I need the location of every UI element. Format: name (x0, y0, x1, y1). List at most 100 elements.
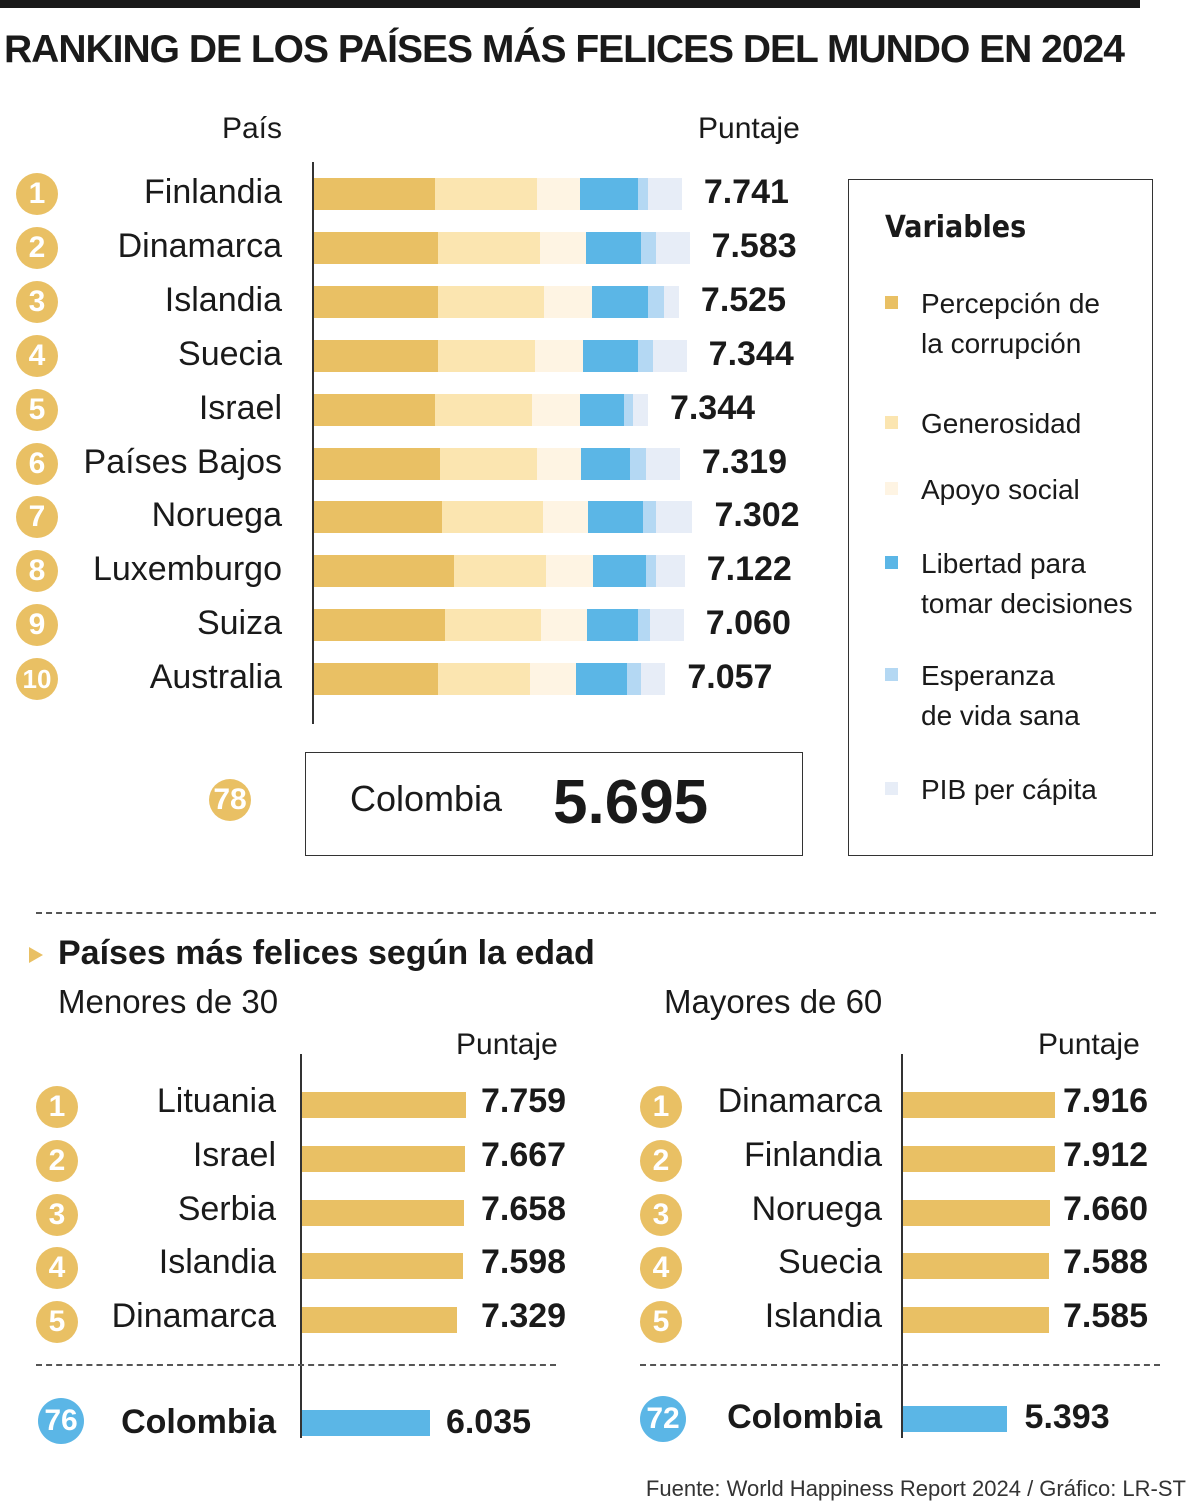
age-score-label: 7.598 (481, 1243, 567, 1282)
country-label: Dinamarca (117, 226, 282, 265)
bar-segment-1 (314, 285, 438, 318)
bar-segment-4 (583, 339, 639, 372)
stacked-bar (314, 447, 680, 480)
stacked-bar (314, 231, 690, 264)
country-label: Suiza (196, 604, 282, 643)
age-bar (903, 1307, 1049, 1334)
legend-label: Libertad para tomar decisiones (921, 548, 1133, 619)
stacked-bar (314, 663, 666, 696)
bar-segment-2 (441, 501, 544, 534)
colombia-label: Colombia (350, 778, 503, 819)
bar-segment-3 (536, 447, 582, 480)
age-bar (302, 1307, 458, 1334)
bar-segment-6 (652, 339, 687, 372)
bar-segment-3 (544, 285, 592, 318)
bar-segment-4 (576, 663, 627, 696)
legend-swatch (885, 482, 898, 495)
bar-segment-5 (626, 663, 642, 696)
colombia-rank-badge: 78 (209, 779, 251, 821)
age-score-label: 7.916 (1063, 1082, 1149, 1120)
legend-title: Variables (885, 210, 1027, 245)
age-score-label: 7.658 (481, 1189, 567, 1228)
bar-segment-6 (641, 663, 666, 696)
bar-segment-3 (529, 663, 577, 696)
legend-swatch (885, 782, 898, 795)
bar-segment-3 (534, 339, 584, 372)
rank-badge: 8 (16, 550, 58, 593)
bar-segment-2 (435, 393, 532, 426)
triangle-bullet-icon (29, 947, 43, 963)
age-rank-badge: 3 (640, 1193, 682, 1236)
under30-colombia-score: 6.035 (445, 1403, 532, 1441)
under30-colombia-label: Colombia (121, 1403, 276, 1441)
bar-segment-3 (536, 178, 581, 210)
bar-segment-6 (647, 178, 682, 210)
age-bar (903, 1253, 1049, 1280)
age-country-label: Israel (192, 1135, 276, 1174)
legend-swatch (885, 668, 898, 681)
stacked-bar (314, 285, 679, 318)
legend-label: Esperanza de vida sana (921, 660, 1080, 731)
bar-segment-5 (623, 393, 634, 426)
bar-segment-5 (629, 447, 647, 480)
bar-segment-2 (437, 285, 545, 318)
bar-segment-5 (646, 555, 656, 588)
age-bar (903, 1092, 1055, 1118)
bar-segment-2 (444, 609, 542, 642)
rank-badge: 4 (16, 334, 58, 377)
rank-badge: 9 (16, 604, 58, 647)
legend-box: Variables Percepción de la corrupción Gen… (848, 179, 1153, 856)
top-rule (0, 0, 1140, 8)
rank-badge: 1 (16, 173, 58, 215)
age-country-label: Lituania (156, 1082, 276, 1120)
age-bar (302, 1145, 465, 1172)
legend-swatch (885, 556, 898, 569)
legend-label: Generosidad (921, 408, 1082, 439)
age-rank-badge: 2 (640, 1139, 682, 1182)
bar-segment-3 (539, 231, 586, 264)
legend-swatch (885, 296, 898, 309)
bar-segment-1 (314, 663, 438, 696)
under30-divider (36, 1364, 556, 1366)
age-rank-badge: 5 (640, 1301, 682, 1344)
age-rank-badge: 1 (36, 1086, 78, 1128)
rank-badge: 3 (16, 280, 58, 323)
under30-title: Menores de 30 (58, 983, 279, 1020)
score-label: 7.741 (703, 173, 789, 211)
bar-segment-4 (591, 285, 648, 318)
over60-chart: 1 Dinamarca 7.916 2 Finlandia 7.912 3 Noruega 7.… (640, 1082, 1149, 1344)
age-bar (903, 1145, 1055, 1172)
bar-segment-6 (655, 555, 685, 588)
legend-label: Apoyo social (921, 474, 1080, 505)
over60-axis (901, 1054, 903, 1438)
age-score-label: 7.667 (481, 1135, 567, 1174)
age-section-title: Países más felices según la edad (58, 934, 595, 972)
rank-badge: 7 (16, 496, 58, 539)
over60-score-header: Puntaje (1038, 1028, 1140, 1061)
under30-colombia-rank-badge: 76 (38, 1398, 84, 1444)
score-column-header: Puntaje (698, 112, 800, 145)
age-bar (903, 1199, 1051, 1226)
score-label: 7.302 (714, 496, 800, 535)
age-rank-badge: 2 (36, 1139, 78, 1182)
bar-segment-5 (647, 285, 665, 318)
bar-segment-1 (314, 231, 438, 264)
age-bar (302, 1253, 464, 1280)
over60-divider (640, 1364, 1160, 1366)
country-label: Suecia (178, 334, 282, 373)
age-score-label: 7.585 (1063, 1297, 1149, 1336)
over60-colombia-label: Colombia (727, 1398, 882, 1436)
under30-chart: 1 Lituania 7.759 2 Israel 7.667 3 Serbia 7.658 4 I… (0, 0, 600, 1360)
under30-score-header: Puntaje (456, 1028, 558, 1061)
main-chart-axis (312, 162, 314, 724)
score-label: 7.057 (687, 658, 773, 697)
score-label: 7.525 (700, 280, 787, 319)
bar-segment-6 (655, 501, 693, 534)
rank-badge: 6 (16, 442, 58, 485)
bar-segment-6 (646, 447, 680, 480)
bar-segment-5 (641, 231, 656, 264)
age-bar (302, 1199, 465, 1226)
bar-segment-1 (314, 339, 438, 372)
bar-segment-5 (638, 609, 650, 642)
bar-segment-6 (664, 285, 679, 318)
